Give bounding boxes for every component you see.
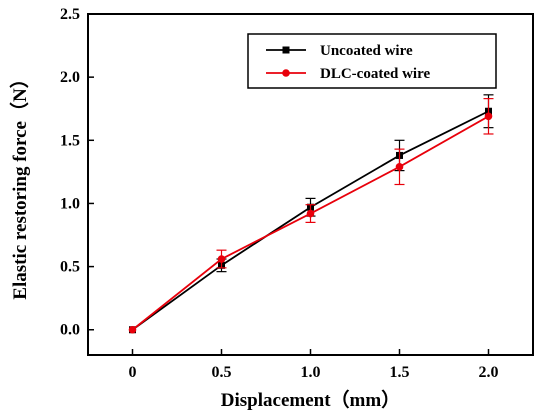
legend-label-2: DLC-coated wire [320,66,430,82]
y-tick-label: 1.0 [60,195,80,212]
data-point-circle [306,209,315,218]
legend-marker-circle [282,69,290,77]
x-tick-label: 2.0 [479,364,499,381]
x-tick-label: 0 [129,364,137,381]
y-tick-label: 2.5 [60,6,80,23]
y-tick-label: 0.5 [60,259,80,276]
y-axis-label: Elastic restoring force（N） [8,69,31,299]
x-tick-label: 1.0 [301,364,321,381]
data-point-circle [128,325,137,334]
x-tick-label: 1.5 [390,364,410,381]
y-tick-label: 0.0 [60,322,80,339]
data-point-circle [484,112,493,121]
series-layer [128,94,494,334]
y-tick-label: 2.0 [60,69,80,86]
legend-box [247,33,497,89]
legend: Uncoated wire DLC-coated wire [247,33,497,89]
x-axis-label: Displacement（mm） [221,388,400,411]
data-point-circle [217,255,226,263]
legend-marker-square [282,46,290,54]
legend-label-1: Uncoated wire [320,43,413,59]
series-line-2 [131,115,489,331]
data-point-circle [395,163,404,171]
x-tick-label: 0.5 [212,364,232,381]
ticks-layer: 0 0.5 1.0 1.5 2.0 0.0 0.5 1.0 1.5 2.0 2.5 [60,6,499,381]
y-tick-label: 1.5 [60,132,80,149]
